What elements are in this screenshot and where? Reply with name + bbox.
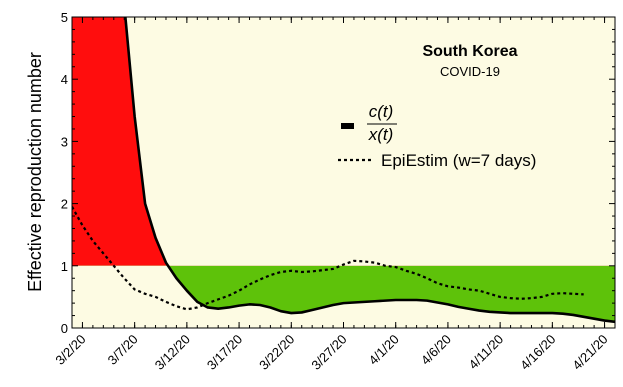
x-tick-label: 3/2/20 — [52, 332, 88, 368]
y-tick-label: 4 — [61, 72, 68, 87]
y-axis-label: Effective reproduction number — [25, 52, 45, 292]
series-line-epiestim — [72, 206, 584, 311]
x-tick-label: 4/16/20 — [517, 332, 558, 373]
chart-title: South Korea — [422, 43, 517, 60]
x-tick-label: 4/21/20 — [569, 332, 610, 373]
y-tick-label: 3 — [61, 134, 68, 149]
legend-denominator: x(t) — [368, 125, 394, 144]
chart-subtitle: COVID-19 — [440, 64, 500, 79]
legend-numerator: c(t) — [369, 102, 394, 121]
y-tick-label: 2 — [61, 197, 68, 212]
x-tick-label: 3/12/20 — [152, 332, 193, 373]
y-tick-label: 0 — [61, 321, 68, 336]
x-tick-label: 4/6/20 — [418, 332, 454, 368]
below-threshold-fill — [72, 265, 615, 322]
x-tick-label: 4/1/20 — [366, 332, 402, 368]
series-line-ratio — [124, 17, 615, 324]
x-tick-label: 3/22/20 — [256, 332, 297, 373]
legend-label-epiestim: EpiEstim (w=7 days) — [381, 151, 536, 170]
legend-swatch-ratio — [341, 123, 354, 129]
y-tick-label: 1 — [61, 259, 68, 274]
y-tick-label: 5 — [61, 10, 68, 25]
x-tick-label: 3/27/20 — [308, 332, 349, 373]
x-tick-label: 3/17/20 — [204, 332, 245, 373]
x-tick-label: 3/7/20 — [105, 332, 141, 368]
x-tick-label: 4/11/20 — [466, 332, 507, 373]
